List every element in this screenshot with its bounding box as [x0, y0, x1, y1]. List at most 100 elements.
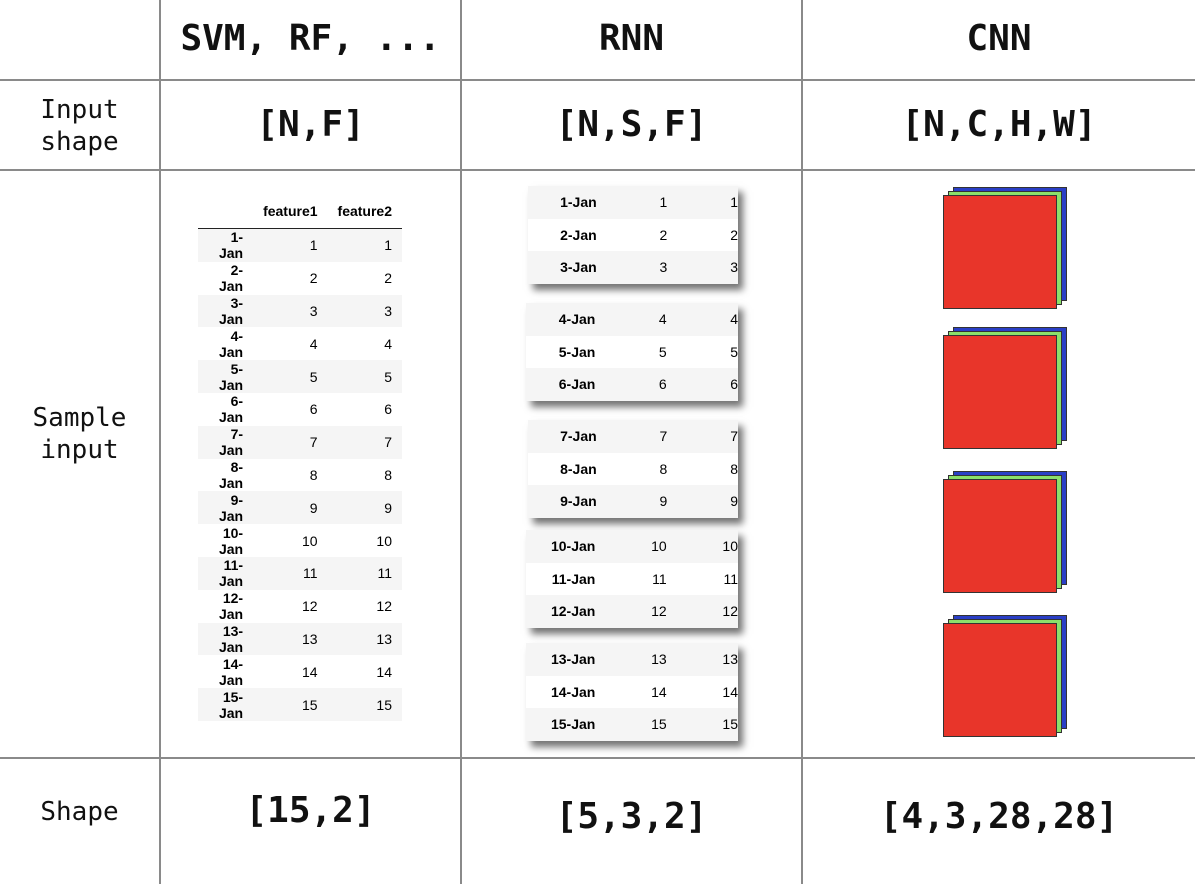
table-cell: 8 [384, 466, 392, 483]
rnn-value-cell: 2 [659, 226, 668, 243]
rnn-value-cell: 12 [651, 603, 667, 620]
rnn-value-cell: 2 [730, 226, 738, 243]
row-index-cell: 6-Jan [218, 393, 244, 426]
table-cell: 3 [384, 302, 392, 319]
rnn-date-cell: 12-Jan [550, 603, 596, 620]
table-row: 13-Jan 13 13 [198, 622, 402, 656]
rnn-row: 4-Jan 4 4 [526, 303, 738, 336]
rnn-date-cell: 15-Jan [550, 716, 596, 733]
feature-table: feature1 feature2 1-Jan 1 1 2-Jan 2 2 3-Jan 3 3 4… [198, 194, 402, 721]
row-index-cell: 3-Jan [218, 294, 244, 327]
table-header-cell: feature2 [327, 194, 402, 229]
rnn-value-cell: 3 [730, 259, 738, 276]
table-row: 5-Jan 5 5 [198, 360, 402, 393]
rnn-value-cell: 7 [730, 428, 738, 445]
table-cell: 11 [377, 565, 392, 582]
table-cell: 2 [384, 270, 392, 287]
rnn-sequence-card: 7-Jan 7 7 8-Jan 8 8 9-Jan 9 9 [528, 420, 738, 518]
rnn-sequence-card: 4-Jan 4 4 5-Jan 5 5 6-Jan 6 6 [526, 303, 738, 401]
table-cell: 2 [309, 270, 318, 287]
rnn-row: 10-Jan 10 10 [526, 530, 738, 563]
rnn-date-cell: 4-Jan [558, 311, 596, 328]
rnn-row: 5-Jan 5 5 [526, 336, 738, 369]
rnn-date-cell: 7-Jan [560, 428, 597, 445]
row-index-cell: 14-Jan [218, 655, 244, 688]
table-cell: 7 [384, 434, 392, 451]
cnn-image [943, 615, 1071, 741]
grid-line [0, 79, 1195, 81]
table-cell: 9 [309, 499, 318, 516]
channel-red [943, 335, 1057, 449]
rnn-value-cell: 15 [651, 716, 667, 733]
rnn-value-cell: 1 [659, 194, 668, 211]
row-index-cell: 9-Jan [218, 491, 244, 524]
row-index-cell: 12-Jan [218, 590, 244, 623]
grid-line [0, 757, 1195, 759]
rnn-value-cell: 8 [659, 460, 668, 477]
row-label-sample-input: Sample input [32, 403, 127, 465]
table-row: 1-Jan 1 1 [198, 228, 402, 262]
rnn-row: 6-Jan 6 6 [526, 368, 738, 401]
table-row: 6-Jan 6 6 [198, 393, 402, 426]
rnn-value-cell: 8 [730, 460, 738, 477]
rnn-row: 8-Jan 8 8 [528, 453, 738, 486]
table-cell: 6 [384, 401, 392, 418]
rnn-value-cell: 10 [651, 538, 667, 555]
row-index-cell: 8-Jan [218, 458, 244, 491]
rnn-value-cell: 4 [658, 311, 667, 328]
rnn-row: 11-Jan 11 11 [526, 563, 738, 596]
cnn-image [943, 187, 1071, 313]
grid-line [159, 0, 161, 884]
table-cell: 4 [309, 335, 318, 352]
shape-cnn: [4,3,28,28] [879, 796, 1119, 837]
table-cell: 4 [384, 335, 392, 352]
row-label-input-shape: Input shape [40, 95, 119, 157]
rnn-date-cell: 14-Jan [550, 683, 596, 700]
rnn-value-cell: 9 [730, 493, 738, 510]
row-index-cell: 2-Jan [218, 262, 244, 295]
rnn-date-cell: 2-Jan [560, 226, 597, 243]
rnn-value-cell: 4 [730, 311, 738, 328]
column-header-cnn: CNN [966, 18, 1032, 59]
input-shape-rnn: [N,S,F] [555, 104, 708, 145]
table-cell: 14 [376, 663, 392, 680]
rnn-date-cell: 9-Jan [560, 493, 597, 510]
table-cell: 15 [376, 696, 392, 713]
rnn-value-cell: 12 [722, 603, 738, 620]
table-cell: 5 [309, 368, 318, 385]
channel-red [943, 479, 1057, 593]
rnn-value-cell: 7 [659, 428, 668, 445]
rnn-date-cell: 5-Jan [558, 343, 596, 360]
table-cell: 9 [384, 499, 392, 516]
table-cell: 11 [302, 565, 318, 582]
rnn-value-cell: 14 [651, 683, 667, 700]
table-row: 3-Jan 3 3 [198, 294, 402, 328]
rnn-value-cell: 13 [722, 651, 738, 668]
rnn-value-cell: 9 [659, 493, 668, 510]
table-cell: 12 [376, 598, 392, 615]
table-cell: 6 [309, 401, 318, 418]
rnn-value-cell: 6 [730, 376, 738, 393]
table-cell: 1 [384, 237, 392, 254]
table-header-cell [198, 194, 254, 229]
row-index-cell: 7-Jan [218, 426, 244, 459]
rnn-sequence-card: 13-Jan 13 13 14-Jan 14 14 15-Jan 15 15 [526, 643, 738, 741]
rnn-row: 14-Jan 14 14 [526, 676, 738, 709]
table-cell: 1 [309, 237, 318, 254]
row-index-cell: 5-Jan [218, 360, 244, 393]
rnn-date-cell: 10-Jan [550, 538, 596, 555]
row-label-shape: Shape [40, 797, 119, 827]
shape-ml: [15,2] [245, 790, 376, 831]
rnn-date-cell: 6-Jan [558, 376, 596, 393]
rnn-value-cell: 11 [652, 570, 667, 587]
column-header-ml: SVM, RF, ... [180, 18, 441, 59]
row-index-cell: 11-Jan [218, 557, 244, 590]
table-cell: 10 [376, 532, 392, 549]
rnn-date-cell: 1-Jan [560, 194, 597, 211]
rnn-value-cell: 1 [730, 194, 738, 211]
rnn-row: 12-Jan 12 12 [526, 595, 738, 628]
table-row: 10-Jan 10 10 [198, 524, 402, 557]
rnn-row: 7-Jan 7 7 [528, 420, 738, 453]
table-row: 4-Jan 4 4 [198, 327, 402, 360]
table-cell: 13 [376, 630, 392, 647]
